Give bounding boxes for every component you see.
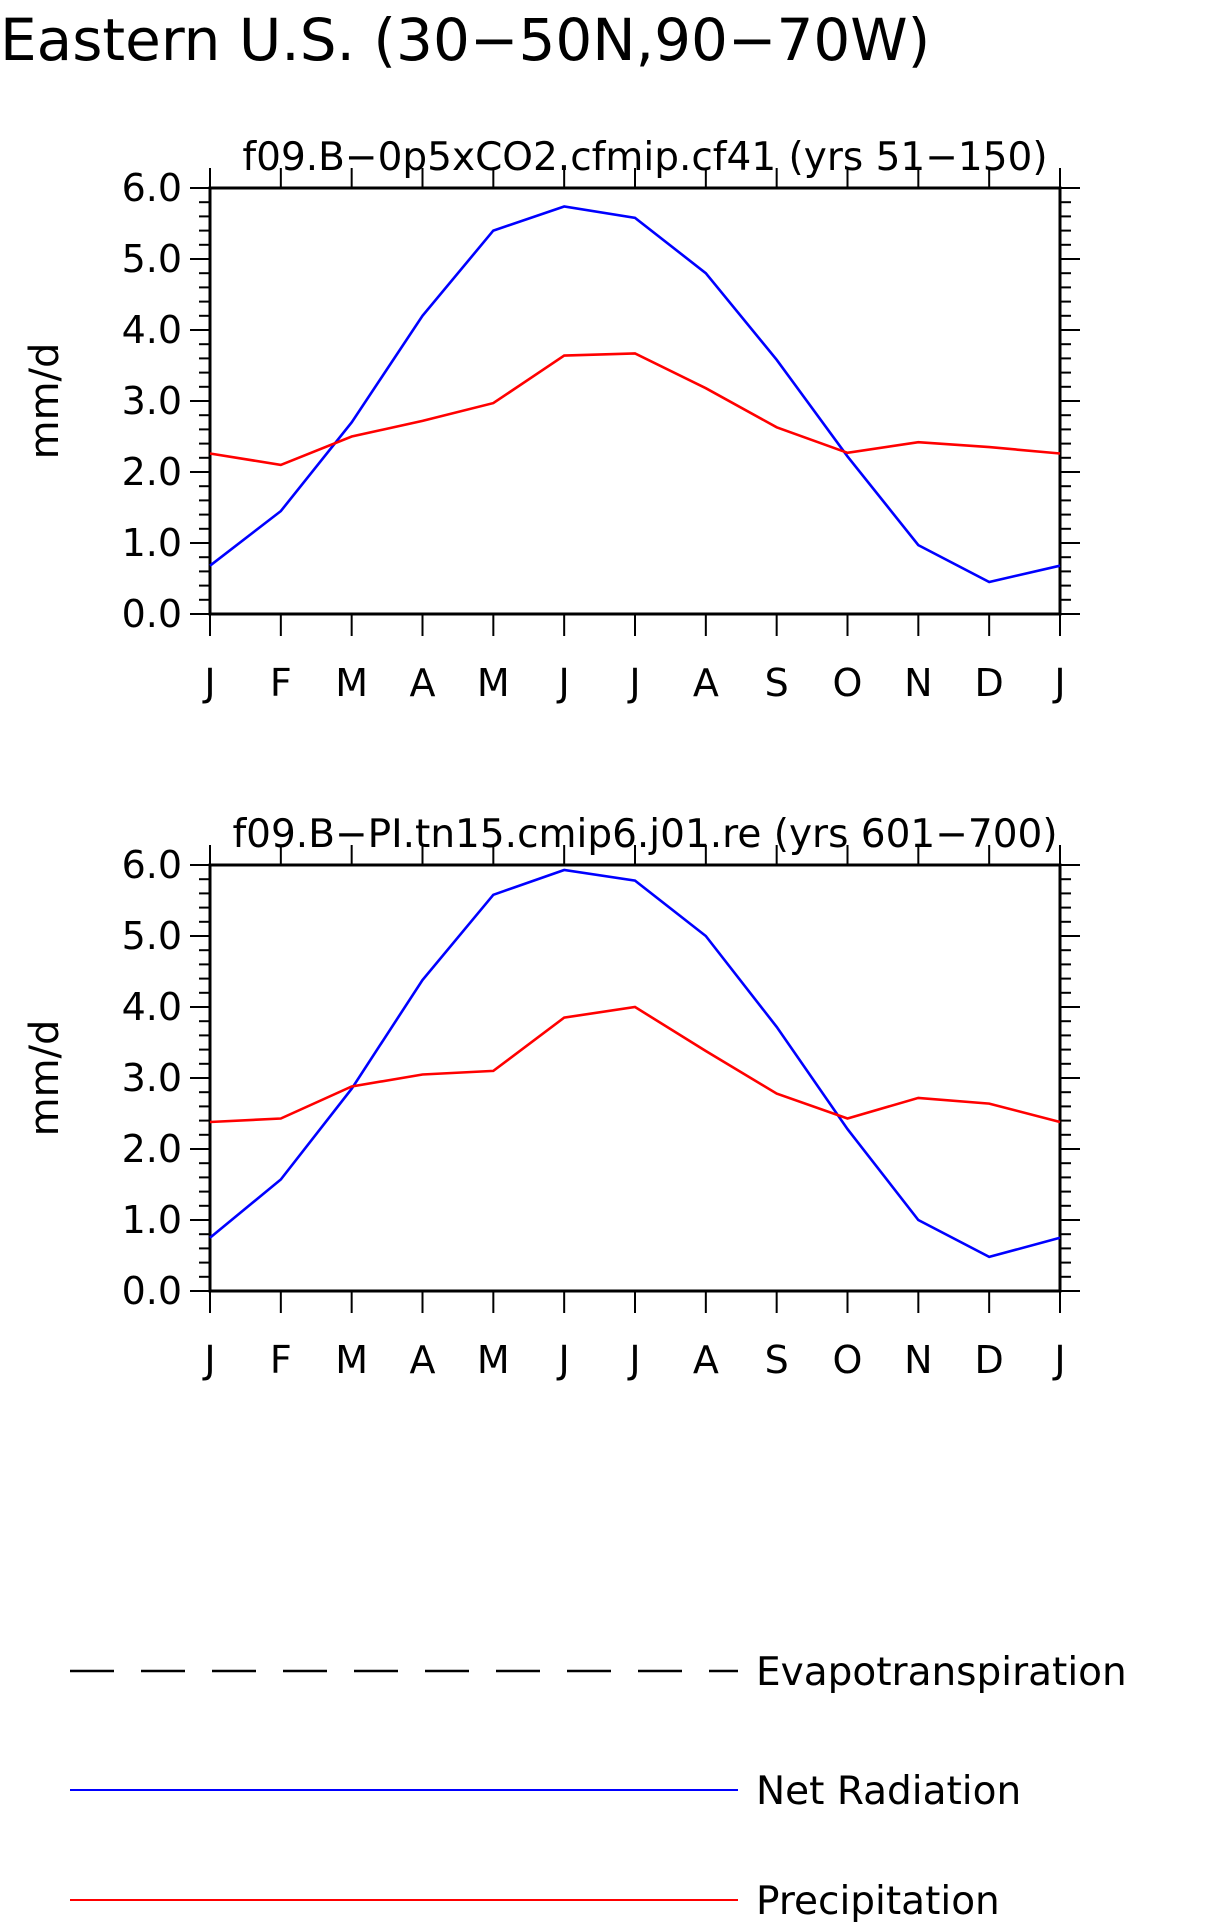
x-tick-label: N: [904, 1338, 932, 1382]
x-tick-label: A: [410, 661, 436, 705]
x-tick-label: A: [693, 661, 719, 705]
y-tick-label: 0.0: [122, 1269, 182, 1313]
legend-label: Net Radiation: [756, 1769, 1021, 1814]
y-tick-label: 6.0: [122, 843, 182, 887]
x-tick-label: A: [693, 1338, 719, 1382]
x-tick-label: J: [1052, 661, 1065, 705]
x-tick-label: M: [477, 1338, 510, 1382]
chart-panels: f09.B−0p5xCO2.cfmip.cf41 (yrs 51−150) mm/…: [22, 135, 1080, 1382]
x-tick-label: O: [833, 661, 863, 705]
chart-panel-2: f09.B−PI.tn15.cmip6.j01.re (yrs 601−700)…: [22, 812, 1080, 1382]
series-line-precipitation: [209, 1005, 1061, 1124]
x-tick-label: J: [202, 1338, 215, 1382]
legend: Evapotranspiration Net Radiation Precipita…: [70, 1650, 1127, 1924]
x-tick-label: M: [335, 1338, 368, 1382]
x-tick-label: D: [975, 1338, 1004, 1382]
y-tick-label: 5.0: [122, 914, 182, 958]
series-line-net-radiation: [209, 868, 1061, 1259]
y-tick-label: 4.0: [122, 985, 182, 1029]
x-tick-label: J: [557, 661, 570, 705]
legend-label: Evapotranspiration: [756, 1650, 1127, 1695]
legend-label: Precipitation: [756, 1879, 1000, 1924]
x-tick-label: J: [627, 661, 640, 705]
panel-title: f09.B−0p5xCO2.cfmip.cf41 (yrs 51−150): [242, 135, 1047, 180]
x-tick-label: J: [557, 1338, 570, 1382]
x-tick-label: J: [627, 1338, 640, 1382]
y-axis-label: mm/d: [22, 343, 68, 460]
x-tick-label: S: [765, 1338, 789, 1382]
y-tick-label: 2.0: [122, 450, 182, 494]
y-tick-label: 3.0: [122, 379, 182, 423]
y-tick-label: 3.0: [122, 1056, 182, 1100]
legend-item-net-radiation: Net Radiation: [70, 1769, 1021, 1814]
figure-title: Eastern U.S. (30−50N,90−70W): [0, 6, 930, 74]
x-tick-label: O: [833, 1338, 863, 1382]
y-ticks: [190, 864, 1080, 1292]
y-tick-label: 1.0: [122, 1198, 182, 1242]
y-tick-label: 5.0: [122, 237, 182, 281]
x-tick-label: M: [477, 661, 510, 705]
x-tick-label: M: [335, 661, 368, 705]
y-tick-label: 4.0: [122, 308, 182, 352]
legend-item-precipitation: Precipitation: [70, 1879, 1000, 1924]
legend-item-evapotranspiration: Evapotranspiration: [70, 1650, 1127, 1695]
panel-title: f09.B−PI.tn15.cmip6.j01.re (yrs 601−700): [232, 812, 1057, 857]
x-tick-label: F: [270, 1338, 292, 1382]
chart-panel-1: f09.B−0p5xCO2.cfmip.cf41 (yrs 51−150) mm/…: [22, 135, 1080, 705]
y-tick-label: 2.0: [122, 1127, 182, 1171]
y-tick-label: 1.0: [122, 521, 182, 565]
x-tick-label: N: [904, 661, 932, 705]
y-axis-label: mm/d: [22, 1020, 68, 1137]
series-line-net-radiation: [209, 205, 1061, 584]
y-tick-label: 6.0: [122, 166, 182, 210]
plot-frame: [208, 186, 1062, 616]
y-tick-label: 0.0: [122, 592, 182, 636]
x-tick-label: J: [202, 661, 215, 705]
y-ticks: [190, 187, 1080, 615]
x-tick-label: S: [765, 661, 789, 705]
x-tick-label: A: [410, 1338, 436, 1382]
series-line-precipitation: [209, 352, 1061, 467]
x-tick-label: F: [270, 661, 292, 705]
x-tick-label: D: [975, 661, 1004, 705]
x-tick-label: J: [1052, 1338, 1065, 1382]
